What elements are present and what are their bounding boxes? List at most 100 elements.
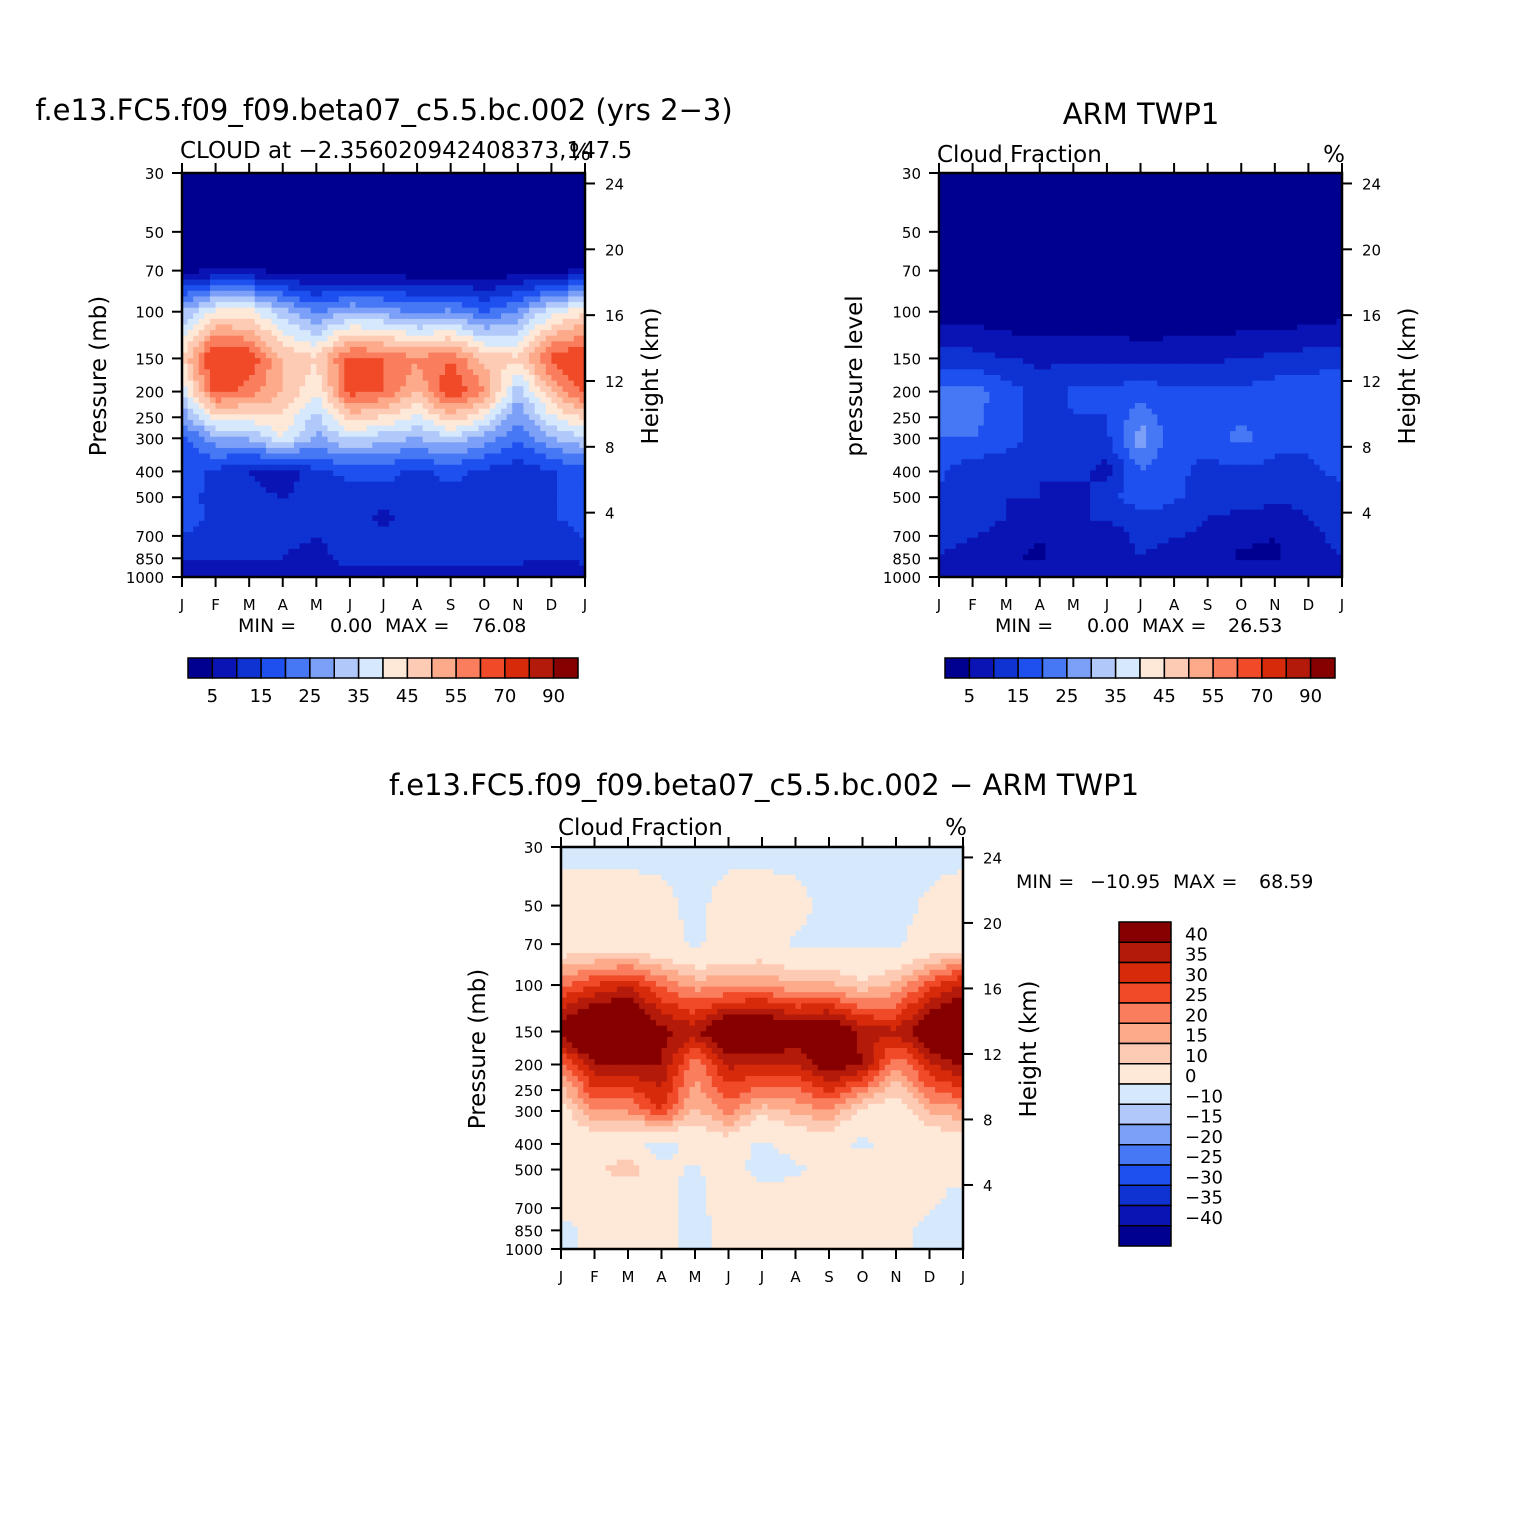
heatmap-cell [534, 189, 541, 197]
heatmap-cell [484, 341, 491, 348]
heatmap-cell [232, 290, 239, 298]
heatmap-cell [445, 274, 452, 281]
heatmap-cell [193, 526, 200, 533]
heatmap-cell [568, 515, 575, 522]
heatmap-cell [182, 554, 189, 561]
heatmap-cell [215, 206, 222, 213]
heatmap-cell [226, 526, 233, 533]
heatmap-cell [349, 414, 357, 421]
heatmap-cell [243, 543, 250, 550]
heatmap-cell [215, 245, 222, 253]
heatmap-cell [445, 318, 452, 326]
heatmap-cell [254, 436, 261, 443]
heatmap-cell [478, 380, 485, 387]
heatmap-cell [489, 318, 497, 326]
heatmap-cell [299, 274, 306, 281]
heatmap-cell [204, 313, 211, 320]
heatmap-cell [243, 189, 250, 197]
heatmap-cell [439, 195, 446, 202]
heatmap-cell [501, 453, 508, 460]
heatmap-cell [254, 358, 261, 365]
heatmap-cell [260, 324, 267, 331]
heatmap-cell [349, 532, 357, 539]
heatmap-cell [377, 369, 385, 376]
heatmap-cell [299, 234, 306, 241]
heatmap-cell [523, 279, 530, 286]
heatmap-cell [489, 346, 497, 354]
heatmap-cell [215, 178, 222, 185]
heatmap-cell [568, 234, 575, 241]
heatmap-cell [383, 279, 390, 286]
heatmap-cell [517, 234, 525, 241]
heatmap-cell [529, 195, 536, 202]
heatmap-cell [232, 453, 239, 460]
heatmap-cell [237, 543, 245, 550]
heatmap-cell [198, 223, 205, 230]
heatmap-cell [489, 330, 497, 337]
heatmap-cell [417, 403, 424, 410]
heatmap-cell [478, 229, 485, 236]
heatmap-cell [288, 173, 295, 180]
heatmap-cell [512, 268, 519, 275]
heatmap-cell [551, 481, 558, 488]
heatmap-cell [372, 251, 379, 258]
heatmap-cell [361, 223, 368, 230]
heatmap-cell [349, 285, 357, 292]
heatmap-cell [209, 492, 217, 500]
heatmap-cell [193, 487, 200, 494]
heatmap-cell [333, 532, 340, 539]
heatmap-cell [467, 436, 474, 443]
heatmap-cell [501, 375, 508, 382]
heatmap-cell [372, 274, 379, 281]
heatmap-cell [540, 526, 547, 533]
heatmap-cell [193, 195, 200, 202]
heatmap-cell [568, 543, 575, 550]
heatmap-cell [204, 302, 211, 309]
heatmap-cell [551, 268, 558, 275]
heatmap-cell [182, 302, 189, 309]
heatmap-cell [243, 554, 250, 561]
heatmap-cell [551, 504, 558, 511]
heatmap-cell [299, 560, 306, 567]
heatmap-cell [361, 262, 368, 269]
heatmap-cell [417, 212, 424, 219]
heatmap-cell [366, 262, 373, 269]
heatmap-cell [568, 274, 575, 281]
heatmap-cell [282, 217, 289, 225]
heatmap-cell [310, 453, 317, 460]
heatmap-cell [411, 318, 418, 326]
heatmap-cell [467, 201, 474, 208]
heatmap-cell [456, 346, 463, 354]
heatmap-cell [327, 324, 334, 331]
heatmap-cell [265, 330, 273, 337]
heatmap-cell [182, 178, 189, 185]
heatmap-cell [305, 504, 312, 511]
heatmap-cell [187, 442, 194, 449]
heatmap-cell [579, 279, 586, 286]
heatmap-cell [327, 206, 334, 213]
heatmap-cell [428, 285, 435, 292]
heatmap-cell [204, 352, 211, 359]
heatmap-cell [523, 302, 530, 309]
heatmap-cell [221, 369, 228, 376]
heatmap-cell [579, 487, 586, 494]
heatmap-cell [338, 375, 345, 382]
heatmap-cell [209, 386, 217, 393]
heatmap-cell [495, 201, 502, 208]
heatmap-cell [299, 403, 306, 410]
heatmap-cell [277, 352, 284, 359]
heatmap-cell [456, 453, 463, 460]
heatmap-cell [226, 476, 233, 483]
heatmap-cell [389, 520, 396, 528]
heatmap-cell [495, 386, 502, 393]
heatmap-cell [277, 425, 284, 432]
heatmap-cell [193, 240, 200, 247]
heatmap-cell [523, 548, 530, 556]
heatmap-cell [209, 554, 217, 561]
heatmap-cell [389, 386, 396, 393]
heatmap-cell [501, 419, 508, 427]
heatmap-cell [277, 358, 284, 365]
heatmap-cell [237, 487, 245, 494]
heatmap-cell [456, 245, 463, 253]
heatmap-cell [512, 189, 519, 197]
